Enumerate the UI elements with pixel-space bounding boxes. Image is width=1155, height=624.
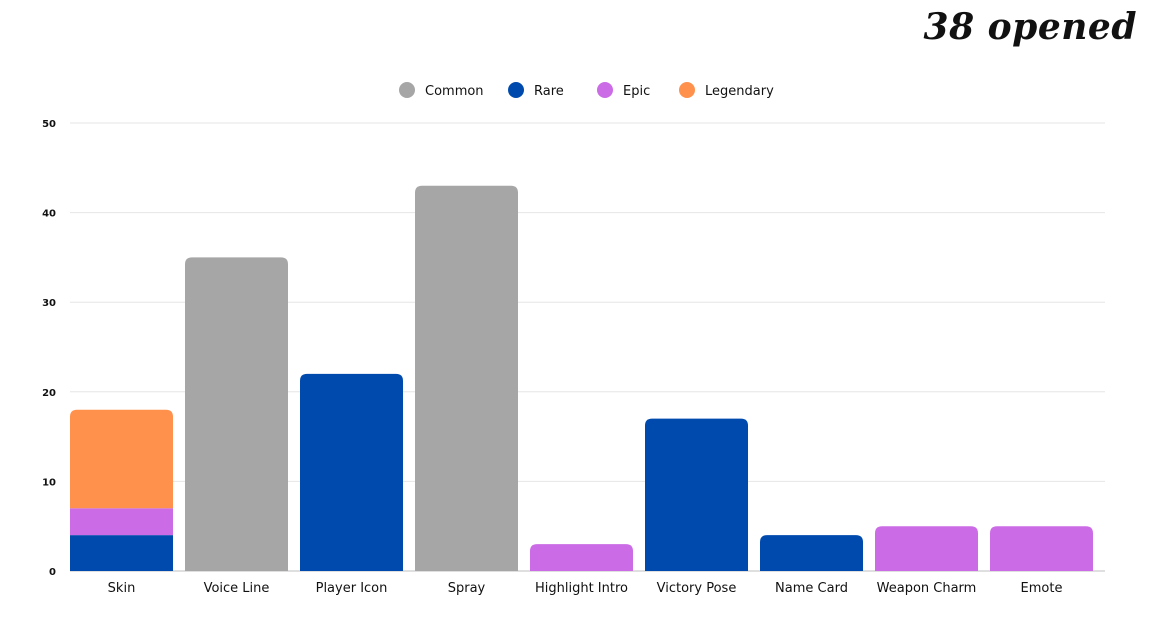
x-tick-label: Skin <box>108 581 136 596</box>
y-tick-label: 50 <box>42 119 56 130</box>
bar-skin-legendary <box>70 409 173 509</box>
y-axis-ticks: 0 10 20 30 40 50 <box>42 119 56 578</box>
opened-count: 38 opened <box>923 6 1137 48</box>
x-tick-label: Player Icon <box>316 581 388 596</box>
y-tick-label: 10 <box>42 477 56 488</box>
y-tick-label: 20 <box>42 388 56 399</box>
y-tick-label: 30 <box>42 298 56 309</box>
bar-highlight-intro-epic <box>530 544 633 571</box>
legend-swatch-common <box>399 82 415 98</box>
bar-emote-epic <box>990 526 1093 571</box>
legend-label-legendary: Legendary <box>705 84 774 99</box>
x-tick-label: Name Card <box>775 581 848 596</box>
x-tick-label: Spray <box>448 581 486 596</box>
legend-label-rare: Rare <box>534 84 564 99</box>
y-tick-label: 0 <box>49 567 56 578</box>
bar-skin-rare <box>70 535 173 571</box>
y-tick-label: 40 <box>42 209 56 220</box>
bar-victory-pose-rare <box>645 418 748 571</box>
bars <box>70 185 1093 571</box>
x-tick-label: Weapon Charm <box>877 581 977 596</box>
legend-label-common: Common <box>425 84 484 99</box>
bar-name-card-rare <box>760 535 863 571</box>
x-tick-label: Victory Pose <box>657 581 737 596</box>
legend-swatch-rare <box>508 82 524 98</box>
x-axis-labels: Skin Voice Line Player Icon Spray Highlight … <box>108 581 1063 596</box>
bar-spray-common <box>415 185 518 571</box>
bar-skin-epic <box>70 508 173 536</box>
bar-player-icon-rare <box>300 373 403 571</box>
x-tick-label: Highlight Intro <box>535 581 628 596</box>
bar-weapon-charm-epic <box>875 526 978 571</box>
x-tick-label: Emote <box>1021 581 1063 596</box>
legend-swatch-epic <box>597 82 613 98</box>
legend-swatch-legendary <box>679 82 695 98</box>
legend-label-epic: Epic <box>623 84 650 99</box>
bar-voice-line-common <box>185 257 288 571</box>
x-tick-label: Voice Line <box>204 581 270 596</box>
legend: Common Rare Epic Legendary <box>399 82 774 99</box>
